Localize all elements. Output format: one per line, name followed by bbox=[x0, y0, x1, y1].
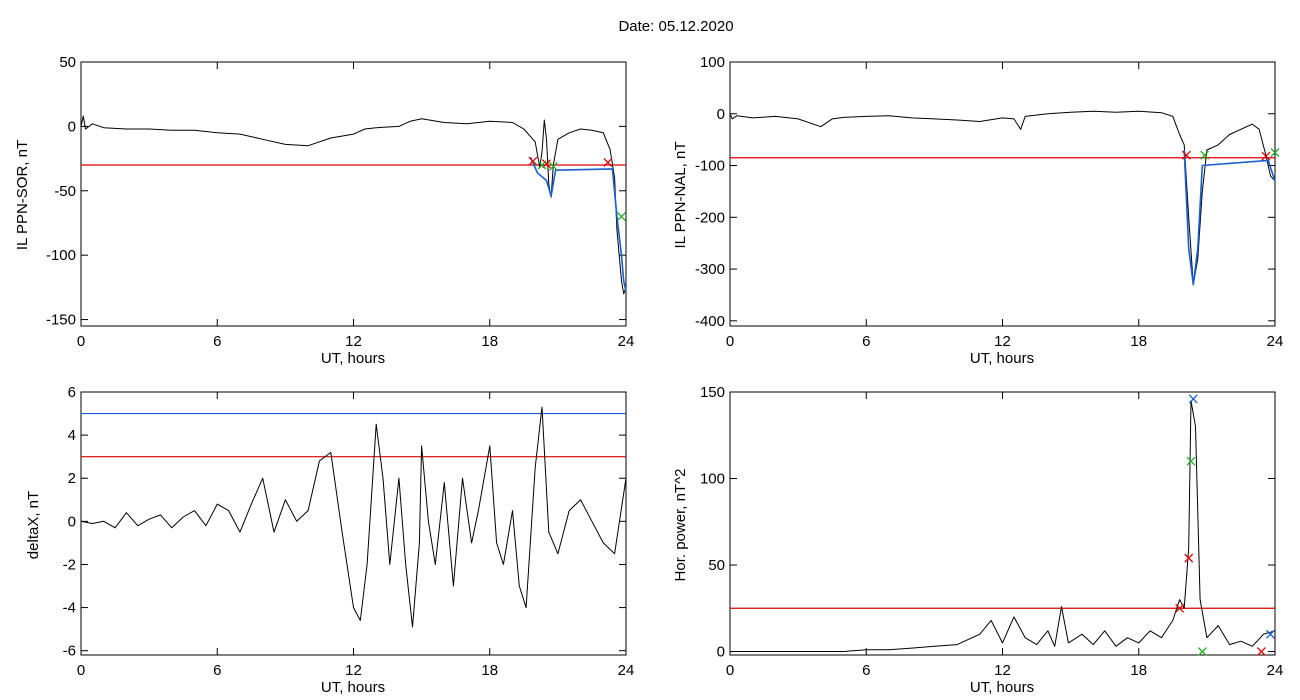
series-line-2 bbox=[529, 156, 627, 292]
series-line-1 bbox=[729, 110, 1276, 286]
marker-stroke bbox=[1265, 629, 1275, 639]
marker-stroke bbox=[537, 160, 547, 170]
marker-stroke bbox=[1200, 150, 1210, 160]
marker-cross bbox=[1188, 394, 1198, 404]
marker-stroke bbox=[1256, 647, 1266, 656]
x-tick-label: 6 bbox=[213, 662, 221, 679]
y-tick-label: -200 bbox=[695, 209, 725, 226]
plot-frame bbox=[729, 391, 1276, 656]
marker-stroke bbox=[528, 156, 538, 166]
y-tick-label: -2 bbox=[63, 556, 76, 573]
y-tick-label: 50 bbox=[708, 557, 725, 574]
series-line-2 bbox=[1183, 149, 1276, 286]
figure-title: Date: 05.12.2020 bbox=[618, 18, 734, 35]
y-tick-label: -50 bbox=[54, 183, 76, 200]
marker-stroke bbox=[1175, 603, 1185, 613]
marker-cross bbox=[528, 156, 538, 166]
x-tick-label: 0 bbox=[726, 662, 734, 679]
x-tick-label: 0 bbox=[726, 333, 734, 350]
marker-stroke bbox=[1188, 394, 1198, 404]
panel-nal: IL PPN-NAL, nT UT, hours 0 6 12 18 24 -400 -30… bbox=[672, 54, 1283, 367]
marker-cross bbox=[1270, 148, 1280, 158]
marker-cross bbox=[537, 160, 547, 170]
marker-cross bbox=[1265, 629, 1275, 639]
series-line-1 bbox=[80, 406, 627, 628]
x-axis-label: UT, hours bbox=[321, 679, 385, 696]
x-tick-label: 24 bbox=[1267, 333, 1284, 350]
x-tick-label: 18 bbox=[1130, 662, 1147, 679]
x-tick-label: 18 bbox=[481, 333, 498, 350]
x-tick-label: 24 bbox=[618, 333, 635, 350]
marker-cross bbox=[1184, 553, 1194, 563]
x-tick-label: 6 bbox=[862, 333, 870, 350]
y-tick-label: 150 bbox=[700, 384, 725, 401]
y-tick-label: -100 bbox=[695, 158, 725, 175]
y-axis-label: deltaX, nT bbox=[25, 491, 42, 559]
y-tick-label: -300 bbox=[695, 261, 725, 278]
plot-frame bbox=[729, 61, 1276, 327]
marker-stroke bbox=[1186, 456, 1196, 466]
x-tick-label: 18 bbox=[1130, 333, 1147, 350]
x-tick-label: 24 bbox=[618, 662, 635, 679]
x-axis-label: UT, hours bbox=[321, 350, 385, 367]
x-tick-label: 12 bbox=[345, 333, 362, 350]
x-axis-label: UT, hours bbox=[970, 350, 1034, 367]
x-axis-label: UT, hours bbox=[970, 679, 1034, 696]
y-tick-label: -100 bbox=[46, 247, 76, 264]
marker-cross bbox=[1181, 150, 1191, 160]
marker-stroke bbox=[1197, 647, 1207, 656]
x-tick-label: 12 bbox=[994, 662, 1011, 679]
plot-frame bbox=[80, 61, 627, 327]
y-axis-label: IL PPN-NAL, nT bbox=[672, 142, 689, 249]
y-tick-label: -4 bbox=[63, 600, 76, 617]
series-line-1 bbox=[730, 400, 1276, 652]
y-tick-label: 0 bbox=[717, 106, 725, 123]
y-tick-label: -400 bbox=[695, 313, 725, 330]
y-tick-label: 0 bbox=[68, 513, 76, 530]
y-tick-label: 50 bbox=[59, 54, 76, 71]
plot-frame bbox=[80, 391, 627, 656]
marker-cross bbox=[1200, 150, 1210, 160]
x-tick-label: 18 bbox=[481, 662, 498, 679]
panel-hpow: Hor. power, nT^2 UT, hours 0 6 12 18 24 0 50 10… bbox=[672, 384, 1283, 696]
x-tick-label: 12 bbox=[345, 662, 362, 679]
x-tick-label: 6 bbox=[862, 662, 870, 679]
marker-cross bbox=[616, 212, 626, 221]
x-tick-label: 6 bbox=[213, 333, 221, 350]
marker-stroke bbox=[1181, 150, 1191, 160]
x-tick-label: 0 bbox=[77, 333, 85, 350]
y-tick-label: 2 bbox=[68, 470, 76, 487]
marker-stroke bbox=[1261, 151, 1271, 161]
marker-cross bbox=[1175, 603, 1185, 613]
marker-cross bbox=[1256, 647, 1266, 656]
y-axis-label: Hor. power, nT^2 bbox=[672, 469, 689, 582]
marker-cross bbox=[1197, 647, 1207, 656]
y-tick-label: 0 bbox=[68, 118, 76, 135]
marker-stroke bbox=[548, 161, 558, 171]
y-tick-label: 100 bbox=[700, 471, 725, 488]
marker-cross bbox=[548, 161, 558, 171]
y-tick-label: 0 bbox=[717, 644, 725, 661]
marker-stroke bbox=[1184, 553, 1194, 563]
y-tick-label: -150 bbox=[46, 312, 76, 329]
y-tick-label: 100 bbox=[700, 54, 725, 71]
x-tick-label: 24 bbox=[1267, 662, 1284, 679]
x-tick-label: 0 bbox=[77, 662, 85, 679]
y-tick-label: 6 bbox=[68, 384, 76, 401]
marker-cross bbox=[1261, 151, 1271, 161]
marker-stroke bbox=[1270, 148, 1280, 158]
x-tick-label: 12 bbox=[994, 333, 1011, 350]
marker-cross bbox=[603, 157, 613, 167]
panel-sor: IL PPN-SOR, nT UT, hours 0 6 12 18 24 -150 -10… bbox=[14, 54, 634, 367]
marker-cross bbox=[1186, 456, 1196, 466]
y-axis-label: IL PPN-SOR, nT bbox=[14, 140, 31, 250]
marker-stroke bbox=[603, 157, 613, 167]
series-line-1 bbox=[80, 115, 627, 295]
y-tick-label: 4 bbox=[68, 427, 76, 444]
marker-stroke bbox=[616, 212, 626, 221]
y-tick-label: -6 bbox=[63, 643, 76, 660]
